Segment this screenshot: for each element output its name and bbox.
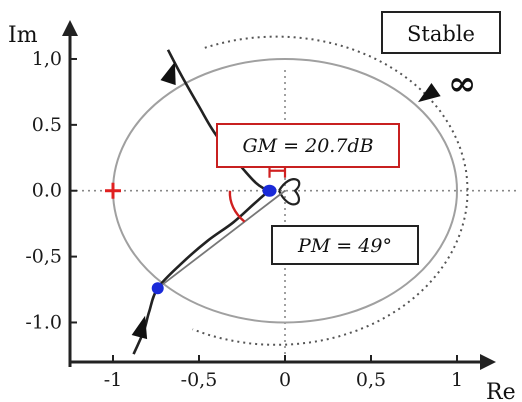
nyquist-origin-loop <box>277 178 301 206</box>
direction-arrow-upper <box>160 61 176 86</box>
stable-label: Stable <box>407 22 475 46</box>
y-axis-arrowhead <box>62 20 78 36</box>
gain-margin-box: GM = 20.7dB <box>216 123 400 168</box>
phase-crossover-marker <box>262 184 277 197</box>
direction-arrow-infinite-head <box>418 82 441 103</box>
curve-layer <box>131 49 441 355</box>
direction-arrow-infinite <box>418 82 441 103</box>
y-tick-label-4: -1.0 <box>25 311 62 333</box>
gain-margin-label: GM = 20.7dB <box>242 135 373 157</box>
tick-label-layer: -1 -0,5 0 0,5 1 1,0 0.5 0.0 -0,5 -1.0 <box>25 48 463 391</box>
axes-layer <box>62 20 496 370</box>
stable-box: Stable <box>381 11 501 54</box>
x-axis-label: Re <box>486 380 516 402</box>
phase-margin-box: PM = 49° <box>271 225 419 265</box>
infinity-label: ∞ <box>448 64 476 104</box>
phase-margin-label: PM = 49° <box>297 235 392 257</box>
y-tick-label-2: 0.0 <box>32 180 62 202</box>
x-axis-arrowhead <box>480 354 496 370</box>
x-tick-label-0: -1 <box>104 369 123 391</box>
y-tick-label-0: 1,0 <box>32 48 62 70</box>
y-tick-label-3: -0,5 <box>25 246 62 268</box>
nyquist-curve-upper <box>166 49 277 193</box>
y-tick-label-1: 0.5 <box>32 114 62 136</box>
direction-arrow-lower <box>131 315 148 340</box>
x-tick-label-2: 0 <box>279 369 291 391</box>
gain-crossover-marker <box>151 282 164 295</box>
phase-margin-ray <box>157 190 286 289</box>
infinite-arc <box>192 35 469 346</box>
phase-margin-arc <box>228 190 246 223</box>
x-tick-label-4: 1 <box>451 369 463 391</box>
nyquist-curve-lower <box>132 188 277 355</box>
annotation-layer <box>105 163 287 295</box>
x-tick-label-3: 0,5 <box>356 369 386 391</box>
direction-arrow-upper-head <box>160 61 176 86</box>
y-axis-label: Im <box>8 23 38 48</box>
direction-arrow-lower-head <box>131 315 148 340</box>
x-tick-label-1: -0,5 <box>181 369 218 391</box>
